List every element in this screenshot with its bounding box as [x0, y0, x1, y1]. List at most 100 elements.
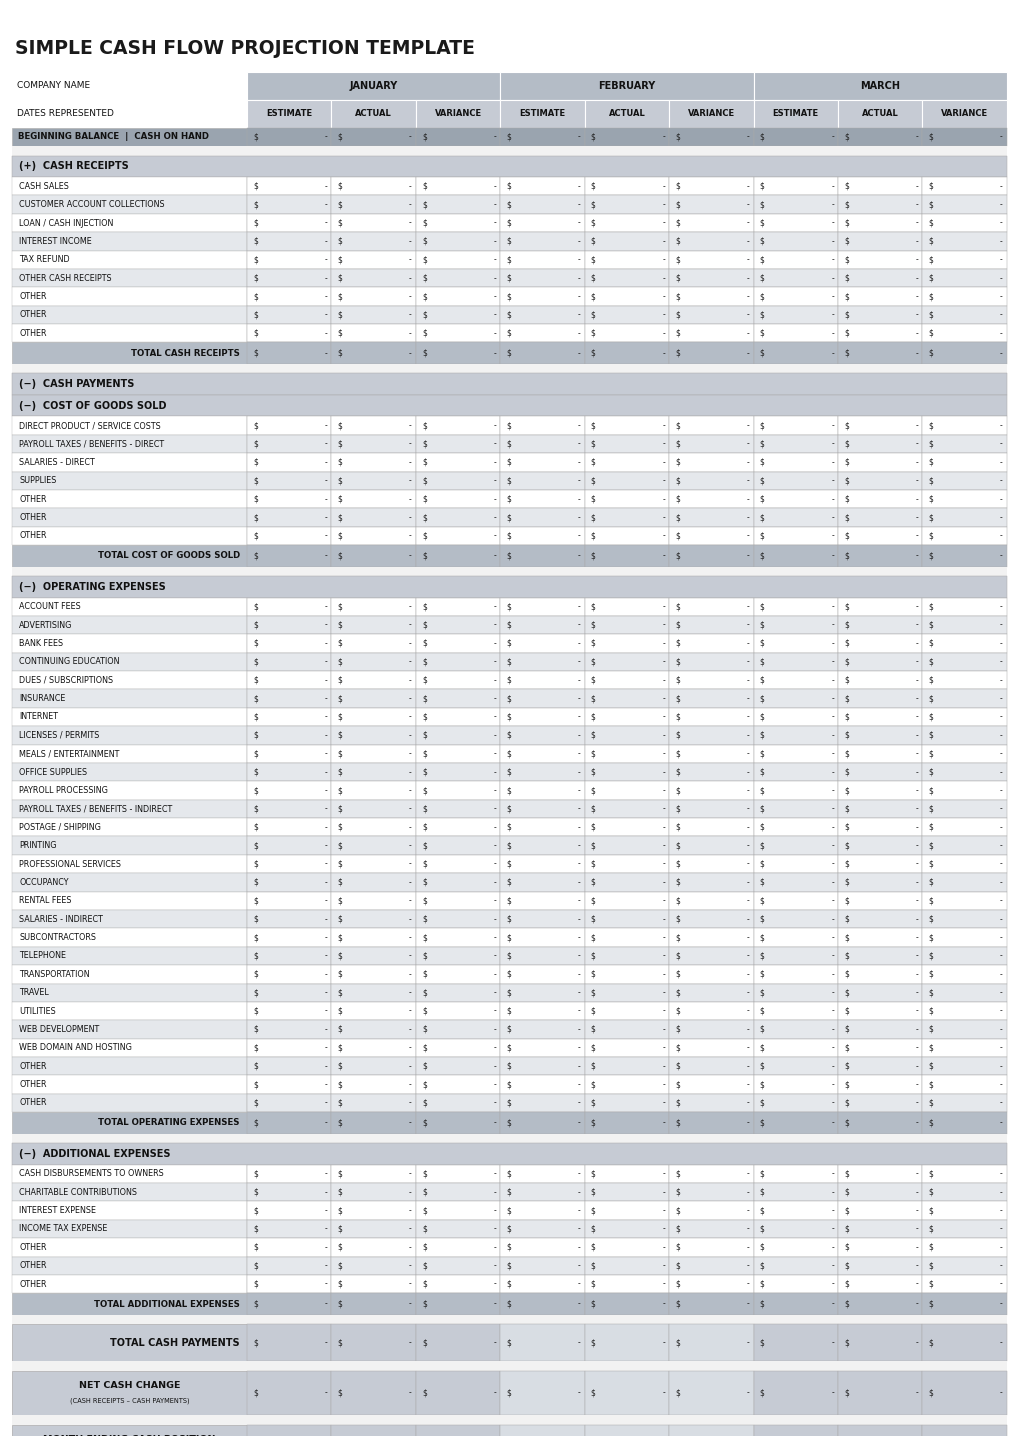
- Text: $: $: [253, 1279, 258, 1288]
- Text: $: $: [422, 292, 427, 302]
- Text: $: $: [422, 513, 427, 523]
- Bar: [247, 873, 332, 892]
- Text: -: -: [493, 1007, 496, 1015]
- Text: -: -: [1000, 768, 1003, 777]
- Bar: [669, 1021, 754, 1038]
- Text: -: -: [1000, 712, 1003, 721]
- Bar: [500, 508, 585, 527]
- Bar: [12, 965, 247, 984]
- Text: $: $: [844, 1206, 849, 1215]
- Text: VARIANCE: VARIANCE: [687, 109, 735, 118]
- Text: $: $: [760, 292, 765, 302]
- Bar: [754, 946, 838, 965]
- Text: -: -: [493, 1188, 496, 1196]
- Text: -: -: [578, 513, 581, 523]
- Text: -: -: [662, 768, 665, 777]
- Text: -: -: [493, 439, 496, 448]
- Bar: [669, 435, 754, 454]
- Text: TOTAL ADDITIONAL EXPENSES: TOTAL ADDITIONAL EXPENSES: [94, 1300, 240, 1308]
- Bar: [332, 965, 416, 984]
- Text: $: $: [338, 841, 343, 850]
- Text: $: $: [422, 841, 427, 850]
- Bar: [500, 1057, 585, 1076]
- Text: -: -: [493, 349, 496, 358]
- Text: -: -: [578, 551, 581, 560]
- Text: -: -: [831, 1044, 834, 1053]
- Bar: [500, 1294, 585, 1315]
- Text: $: $: [760, 1119, 765, 1127]
- Bar: [247, 653, 332, 671]
- Text: -: -: [831, 841, 834, 850]
- Text: $: $: [338, 860, 343, 869]
- Text: -: -: [831, 551, 834, 560]
- Text: -: -: [493, 531, 496, 540]
- Bar: [500, 1425, 585, 1436]
- Bar: [754, 269, 838, 287]
- Bar: [922, 128, 1007, 146]
- Text: $: $: [591, 329, 596, 337]
- Text: $: $: [760, 421, 765, 431]
- Text: $: $: [422, 458, 427, 467]
- Text: $: $: [675, 712, 680, 721]
- Text: -: -: [915, 218, 918, 227]
- Text: $: $: [338, 421, 343, 431]
- Text: $: $: [675, 513, 680, 523]
- Text: $: $: [422, 237, 427, 246]
- Text: CASH SALES: CASH SALES: [19, 182, 69, 191]
- Text: -: -: [409, 1080, 412, 1088]
- Text: $: $: [253, 439, 258, 448]
- Bar: [754, 287, 838, 306]
- Text: -: -: [915, 915, 918, 923]
- Bar: [247, 781, 332, 800]
- Bar: [838, 233, 922, 251]
- Text: -: -: [662, 494, 665, 504]
- Bar: [754, 708, 838, 727]
- Text: TOTAL CASH PAYMENTS: TOTAL CASH PAYMENTS: [110, 1338, 240, 1348]
- Text: $: $: [675, 531, 680, 540]
- Bar: [922, 745, 1007, 763]
- Text: $: $: [844, 1338, 849, 1347]
- Text: -: -: [578, 1169, 581, 1179]
- Bar: [922, 508, 1007, 527]
- Text: $: $: [591, 933, 596, 942]
- Bar: [247, 1238, 332, 1256]
- Text: $: $: [591, 132, 596, 142]
- Text: $: $: [253, 494, 258, 504]
- Text: $: $: [929, 218, 934, 227]
- Bar: [247, 892, 332, 910]
- Text: $: $: [929, 896, 934, 905]
- Bar: [585, 177, 669, 195]
- Text: $: $: [844, 200, 849, 210]
- Text: $: $: [253, 915, 258, 923]
- Text: CONTINUING EDUCATION: CONTINUING EDUCATION: [19, 658, 120, 666]
- Text: -: -: [662, 658, 665, 666]
- Text: -: -: [662, 200, 665, 210]
- Text: $: $: [253, 676, 258, 685]
- Text: $: $: [422, 602, 427, 612]
- Text: -: -: [662, 823, 665, 831]
- Text: $: $: [929, 458, 934, 467]
- Text: $: $: [422, 421, 427, 431]
- Bar: [500, 416, 585, 435]
- Text: -: -: [409, 551, 412, 560]
- Text: VARIANCE: VARIANCE: [434, 109, 482, 118]
- Text: -: -: [746, 620, 750, 629]
- Text: $: $: [929, 933, 934, 942]
- Text: $: $: [929, 237, 934, 246]
- Bar: [12, 616, 247, 635]
- Bar: [500, 597, 585, 616]
- Text: $: $: [253, 602, 258, 612]
- Text: OTHER: OTHER: [19, 531, 47, 540]
- Text: $: $: [253, 182, 258, 191]
- Text: -: -: [746, 1080, 750, 1088]
- Text: $: $: [591, 349, 596, 358]
- Bar: [585, 233, 669, 251]
- Bar: [500, 214, 585, 233]
- Bar: [585, 454, 669, 471]
- Text: -: -: [746, 349, 750, 358]
- Text: -: -: [662, 676, 665, 685]
- Text: -: -: [578, 200, 581, 210]
- Bar: [922, 837, 1007, 854]
- Text: -: -: [1000, 531, 1003, 540]
- Text: -: -: [578, 969, 581, 979]
